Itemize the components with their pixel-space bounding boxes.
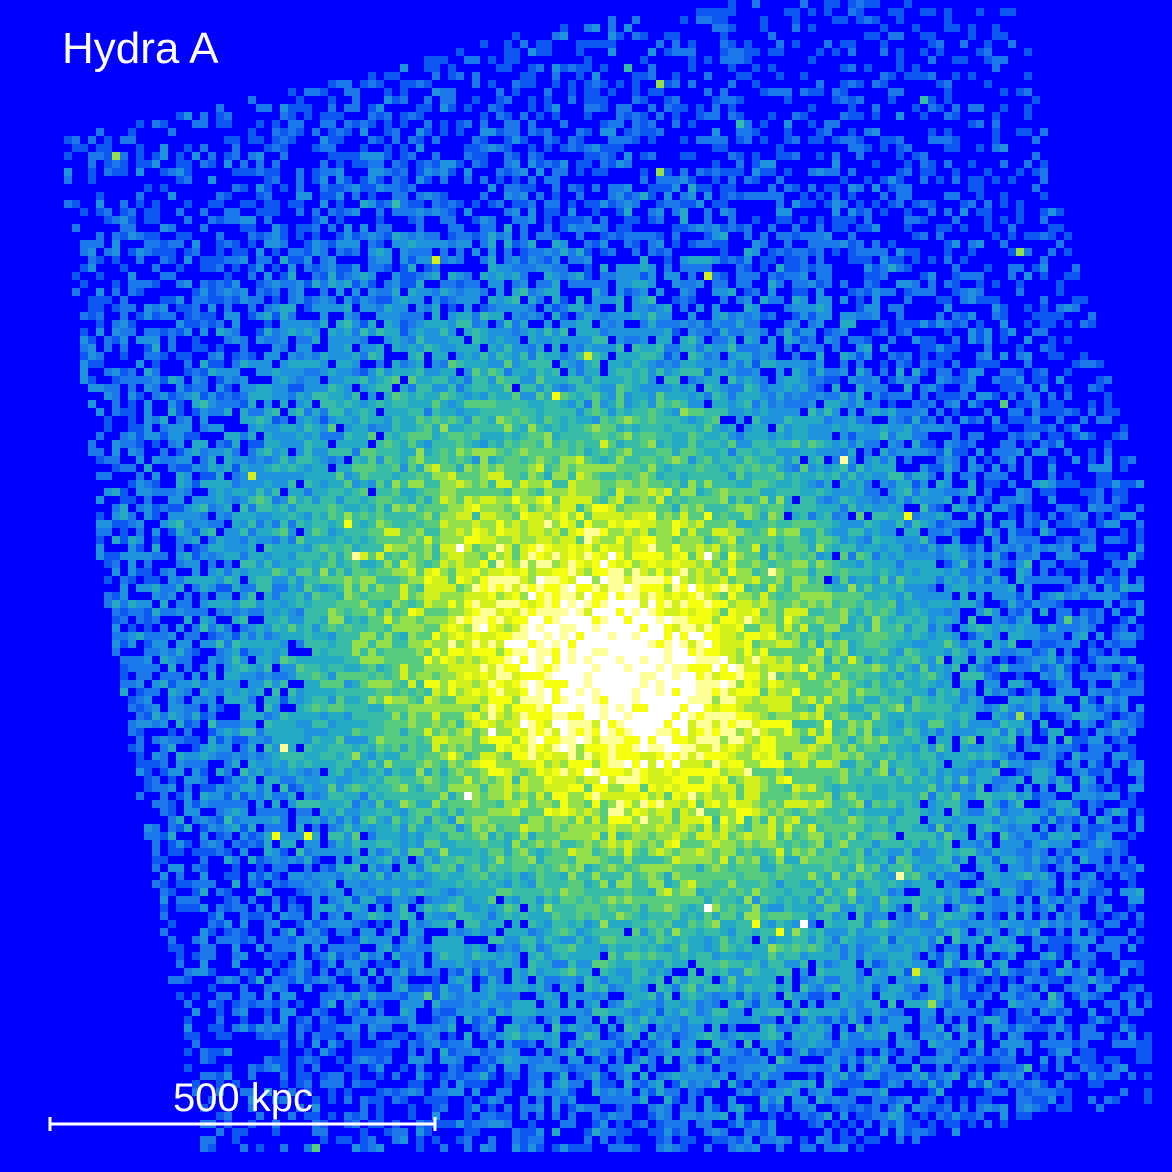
pixel-level (112, 80, 1024, 1008)
scale-bar: 500 kpc (48, 1076, 437, 1131)
image-title: Hydra A (62, 24, 219, 73)
pixel-map (64, 0, 1152, 1152)
pixel-level (112, 184, 1144, 1136)
pixel-level (64, 24, 1144, 1152)
pixel-level (456, 544, 808, 928)
scale-bar-label: 500 kpc (173, 1076, 313, 1120)
